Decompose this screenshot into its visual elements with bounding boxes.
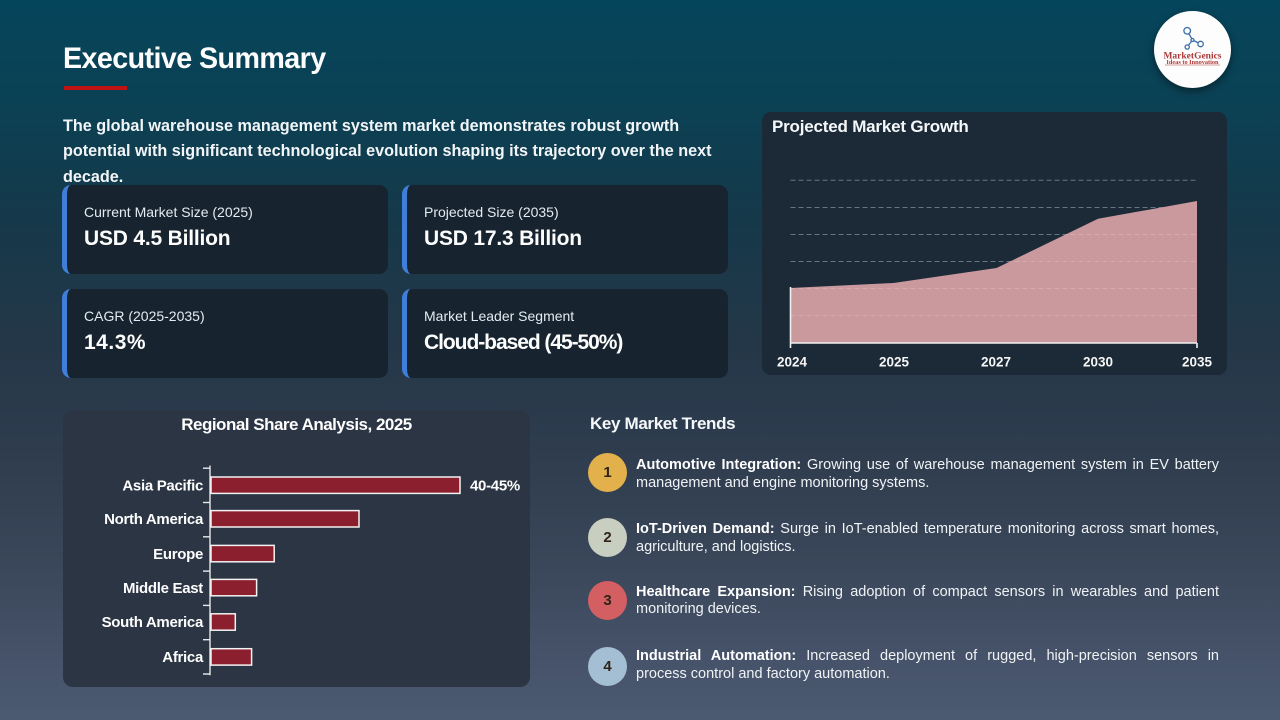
svg-text:Ideas to Innovation: Ideas to Innovation [1166,59,1219,66]
svg-text:South America: South America [102,614,204,631]
svg-text:Europe: Europe [153,546,203,563]
svg-text:2027: 2027 [981,355,1011,370]
svg-text:40-45%: 40-45% [470,478,520,495]
svg-text:2030: 2030 [1083,355,1113,370]
svg-text:Asia Pacific: Asia Pacific [122,478,203,495]
svg-text:2024: 2024 [777,355,808,370]
svg-text:Africa: Africa [162,649,204,666]
svg-text:North America: North America [104,511,204,528]
svg-text:2025: 2025 [879,355,910,370]
svg-text:Middle East: Middle East [123,580,203,597]
svg-text:MarketGenics: MarketGenics [1163,52,1221,62]
svg-text:2035: 2035 [1182,355,1213,370]
